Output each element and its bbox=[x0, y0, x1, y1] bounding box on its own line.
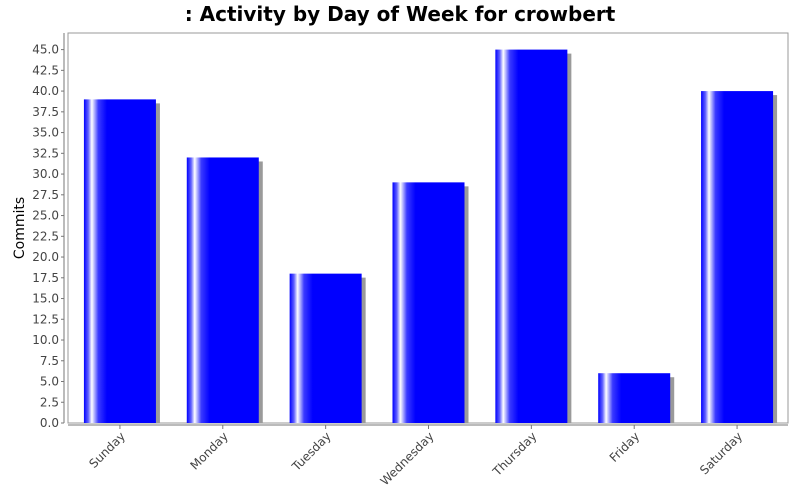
y-tick-label: 45.0 bbox=[32, 43, 59, 57]
y-tick-label: 0.0 bbox=[40, 416, 59, 430]
y-tick-label: 40.0 bbox=[32, 84, 59, 98]
bar-wednesday bbox=[392, 182, 465, 423]
bar-saturday bbox=[701, 91, 774, 423]
bar-tuesday bbox=[289, 273, 362, 423]
y-tick-label: 35.0 bbox=[32, 126, 59, 140]
y-tick-label: 20.0 bbox=[32, 250, 59, 264]
x-tick-label: Wednesday bbox=[378, 429, 437, 488]
y-tick-label: 2.5 bbox=[40, 395, 59, 409]
bar-sunday bbox=[83, 99, 156, 423]
y-tick-label: 12.5 bbox=[32, 312, 59, 326]
x-tick-label: Tuesday bbox=[289, 429, 334, 474]
y-tick-label: 27.5 bbox=[32, 188, 59, 202]
y-tick-label: 22.5 bbox=[32, 229, 59, 243]
y-tick-label: 32.5 bbox=[32, 146, 59, 160]
y-axis-label: Commits bbox=[12, 197, 28, 259]
bar-thursday bbox=[495, 49, 568, 424]
y-tick-label: 15.0 bbox=[32, 292, 59, 306]
bar-monday bbox=[186, 157, 259, 423]
chart-title: : Activity by Day of Week for crowbert bbox=[184, 2, 616, 26]
y-tick-label: 10.0 bbox=[32, 333, 59, 347]
bar-friday bbox=[598, 373, 671, 423]
y-tick-label: 25.0 bbox=[32, 209, 59, 223]
y-tick-label: 5.0 bbox=[40, 375, 59, 389]
y-tick-label: 37.5 bbox=[32, 105, 59, 119]
x-tick-label: Friday bbox=[607, 429, 643, 465]
y-tick-label: 17.5 bbox=[32, 271, 59, 285]
y-tick-label: 30.0 bbox=[32, 167, 59, 181]
x-tick-label: Thursday bbox=[489, 429, 539, 479]
x-tick-label: Saturday bbox=[697, 429, 745, 477]
y-tick-label: 42.5 bbox=[32, 63, 59, 77]
y-tick-label: 7.5 bbox=[40, 354, 59, 368]
x-tick-label: Monday bbox=[188, 429, 231, 472]
x-tick-label: Sunday bbox=[86, 429, 128, 471]
